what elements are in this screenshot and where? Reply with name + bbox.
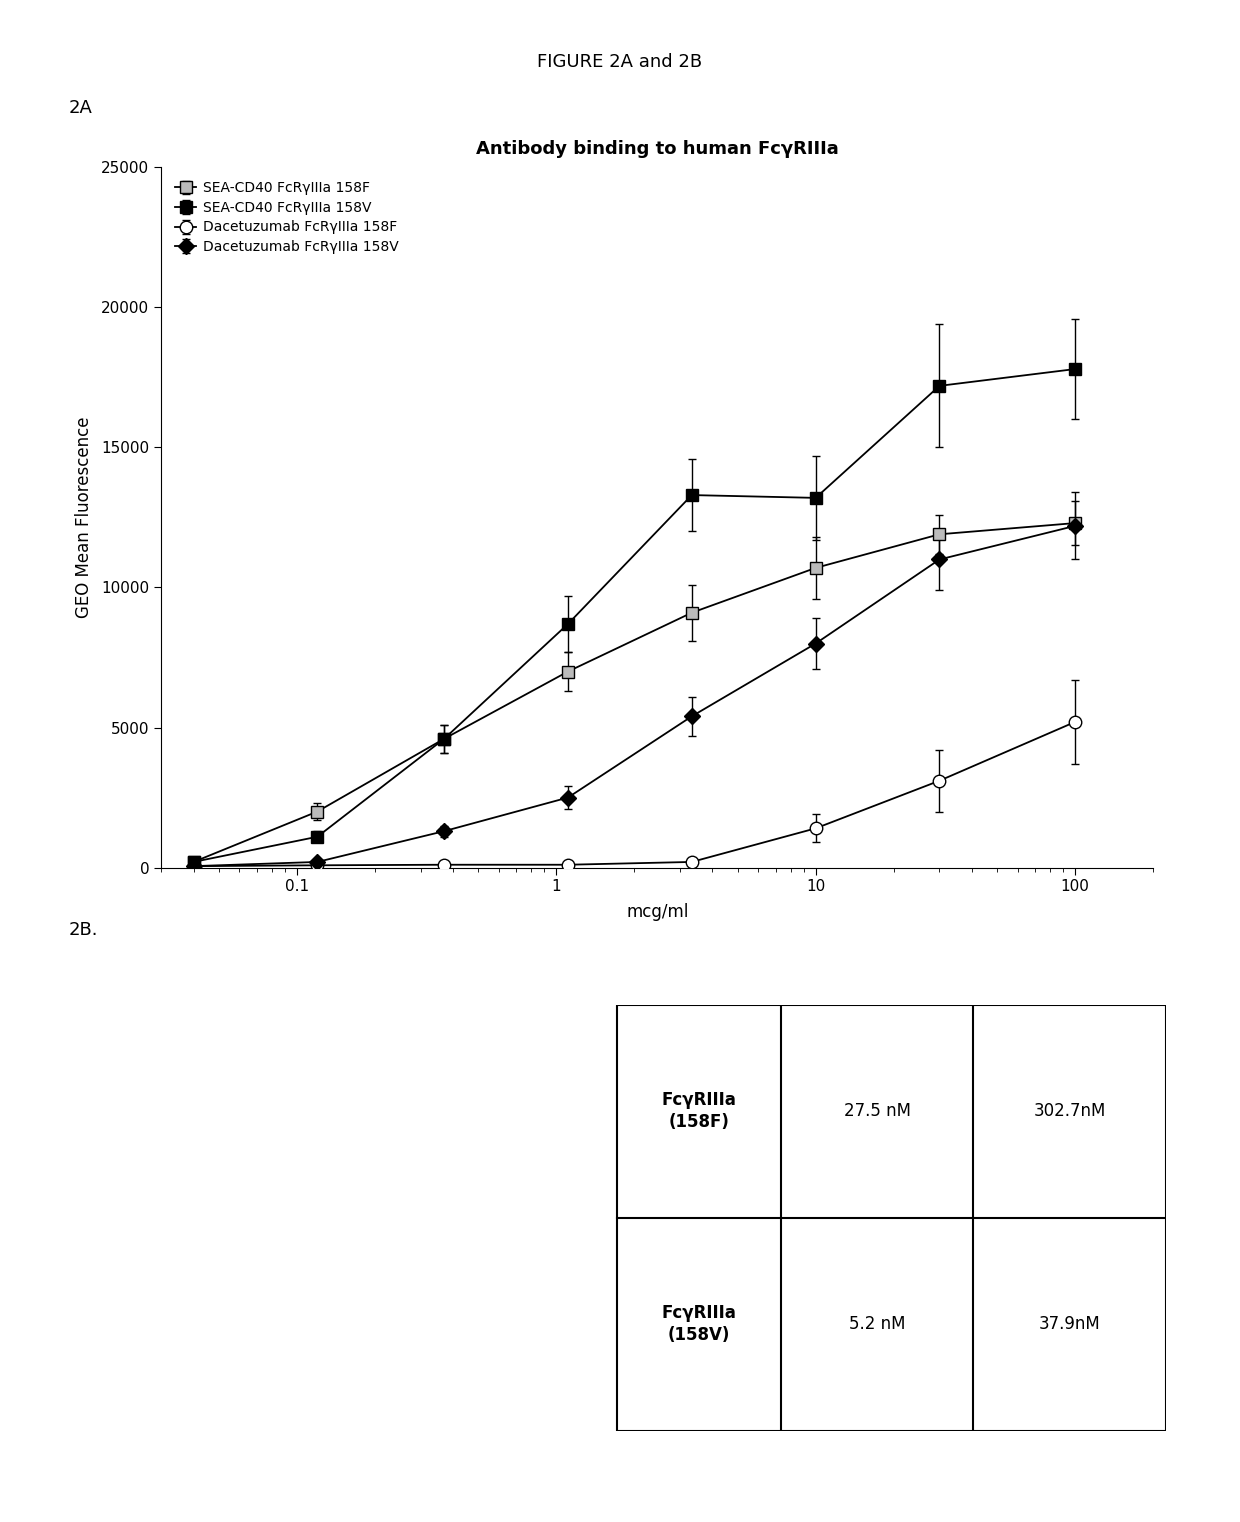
Legend: SEA-CD40 FcRγIIIa 158F, SEA-CD40 FcRγIIIa 158V, Dacetuzumab FcRγIIIa 158F, Dacet: SEA-CD40 FcRγIIIa 158F, SEA-CD40 FcRγIII…: [169, 175, 405, 260]
Title: Antibody binding to human FcγRIIIa: Antibody binding to human FcγRIIIa: [476, 140, 838, 158]
Text: 2A: 2A: [68, 99, 92, 117]
Y-axis label: GEO Mean Fluorescence: GEO Mean Fluorescence: [74, 417, 93, 618]
Text: 5.2 nM: 5.2 nM: [849, 1315, 905, 1333]
X-axis label: mcg/ml: mcg/ml: [626, 903, 688, 921]
Text: 2B.: 2B.: [68, 921, 98, 939]
Text: 37.9nM: 37.9nM: [1039, 1315, 1100, 1333]
Text: FcγRIIIa
(158F): FcγRIIIa (158F): [661, 1091, 737, 1131]
Text: FIGURE 2A and 2B: FIGURE 2A and 2B: [537, 53, 703, 72]
Text: 302.7nM: 302.7nM: [1033, 1102, 1106, 1120]
Text: 27.5 nM: 27.5 nM: [844, 1102, 911, 1120]
Text: FcγRIIIa
(158V): FcγRIIIa (158V): [661, 1304, 737, 1344]
